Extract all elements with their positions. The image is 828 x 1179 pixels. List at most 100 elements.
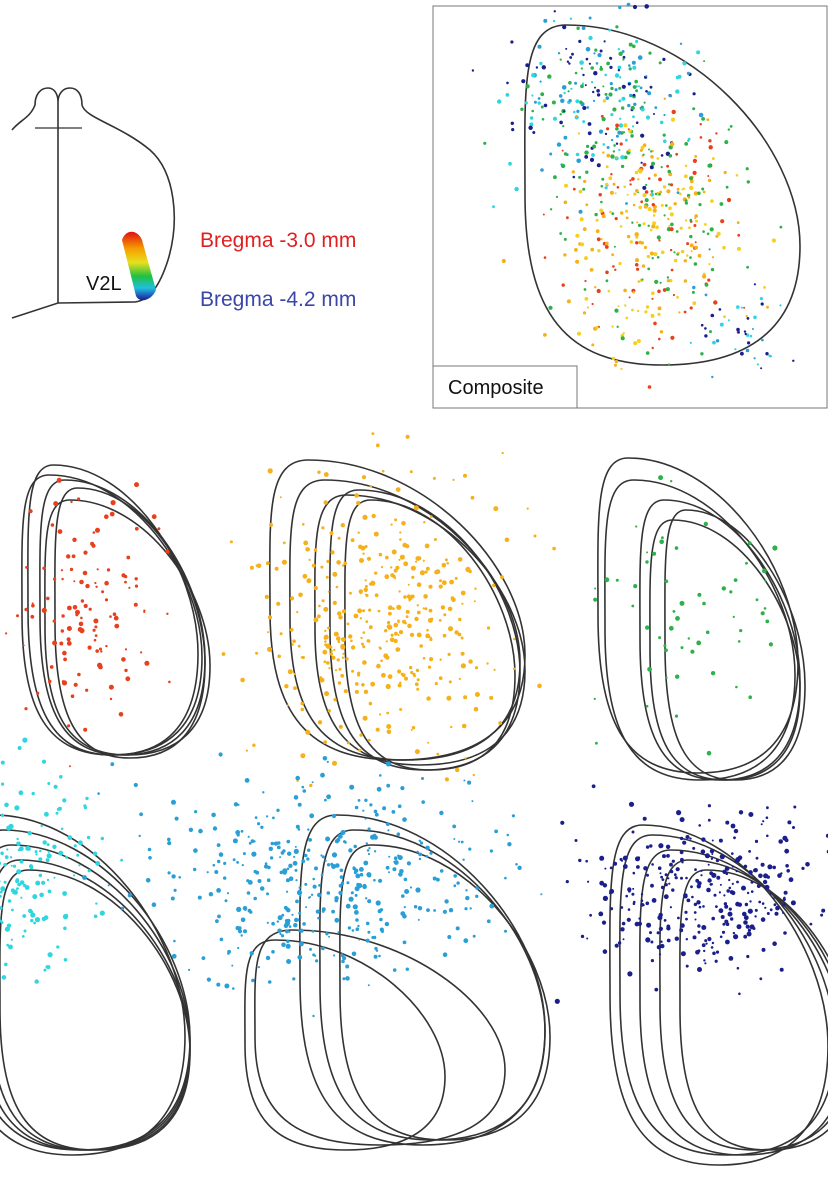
cell-dot — [67, 724, 70, 727]
cell-dot — [369, 625, 373, 629]
cell-dot — [317, 917, 320, 920]
cell-dot — [342, 657, 344, 659]
cell-dot — [397, 621, 399, 623]
cell-dot — [291, 914, 293, 916]
cell-dot — [101, 837, 104, 840]
cell-dot — [369, 583, 372, 586]
cell-dot — [380, 659, 383, 662]
cell-dot — [448, 653, 451, 656]
cell-dot — [618, 66, 622, 70]
cell-dot — [357, 875, 360, 878]
cell-dot — [14, 805, 19, 810]
cell-dot — [706, 118, 709, 121]
cell-dot — [563, 92, 565, 94]
cell-dot — [148, 848, 152, 852]
cell-dot — [83, 571, 88, 576]
cell-dot — [376, 664, 381, 669]
cell-dot — [751, 890, 754, 893]
cell-dot — [692, 107, 695, 110]
cell-dot — [291, 643, 293, 645]
cell-dot — [588, 36, 592, 40]
cell-dot — [328, 709, 331, 712]
cell-dot — [344, 689, 348, 693]
cell-dot — [652, 257, 654, 259]
cell-dot — [583, 180, 586, 183]
cell-dot — [93, 852, 97, 856]
cell-dot — [540, 893, 542, 895]
cell-dot — [578, 176, 581, 179]
cell-dot — [401, 521, 406, 526]
cell-dot — [304, 854, 308, 858]
cell-dot — [222, 652, 226, 656]
cell-dot — [601, 178, 604, 181]
cell-dot — [590, 158, 594, 162]
cell-dot — [729, 887, 732, 890]
cell-dot — [365, 818, 367, 820]
cell-dot — [640, 200, 643, 203]
cell-dot — [406, 435, 410, 439]
cell-dot — [458, 618, 461, 621]
cell-dot — [474, 707, 479, 712]
cell-dot — [294, 795, 299, 800]
cell-dot — [287, 868, 290, 871]
cell-dot — [345, 657, 348, 660]
cell-dot — [387, 829, 389, 831]
cell-dot — [568, 90, 570, 92]
cell-dot — [4, 963, 8, 967]
cell-dot — [691, 896, 694, 899]
cell-dot — [398, 559, 400, 561]
cell-dot — [646, 551, 648, 553]
cell-dot — [525, 84, 529, 88]
cell-dot — [394, 856, 398, 860]
cell-dot — [542, 118, 545, 121]
cell-dot — [635, 258, 639, 262]
cell-dot — [692, 301, 696, 305]
cell-dot — [732, 866, 734, 868]
cell-dot — [625, 317, 628, 320]
cell-dot — [773, 897, 775, 899]
cell-dot — [468, 659, 472, 663]
cell-dot — [439, 676, 443, 680]
cell-dot — [640, 87, 643, 90]
cell-dot — [223, 876, 226, 879]
cell-dot — [584, 280, 586, 282]
cell-dot — [512, 814, 515, 817]
cell-dot — [761, 611, 765, 615]
cell-dot — [653, 209, 657, 213]
cell-dot — [586, 145, 589, 148]
cell-dot — [372, 432, 375, 435]
cell-dot — [565, 48, 567, 50]
cell-dot — [97, 792, 100, 795]
cell-dot — [61, 578, 63, 580]
cell-dot — [256, 564, 259, 567]
cell-dot — [629, 179, 631, 181]
cell-dot — [766, 806, 769, 809]
cell-dot — [286, 878, 290, 882]
cell-dot — [643, 154, 645, 156]
cell-dot — [219, 852, 224, 857]
cell-dot — [603, 896, 608, 901]
cell-dot — [725, 940, 730, 945]
cell-dot — [128, 893, 132, 897]
cell-dot — [644, 246, 647, 249]
cell-dot — [737, 234, 740, 237]
cell-dot — [689, 176, 693, 180]
cell-dot — [613, 862, 617, 866]
cell-dot — [690, 650, 694, 654]
cell-dot — [362, 553, 364, 555]
cell-dot — [707, 233, 710, 236]
cell-dot — [381, 566, 383, 568]
cell-dot — [664, 214, 666, 216]
cell-dot — [667, 279, 670, 282]
cell-dot — [25, 566, 28, 569]
cell-dot — [578, 40, 581, 43]
cell-dot — [298, 890, 301, 893]
cell-dot — [680, 601, 685, 606]
cell-dot — [690, 219, 693, 222]
cell-dot — [621, 165, 624, 168]
cell-dot — [398, 590, 400, 592]
cell-dot — [73, 874, 75, 876]
cell-dot — [455, 577, 458, 580]
cell-dot — [757, 884, 761, 888]
cell-dot — [93, 531, 96, 534]
